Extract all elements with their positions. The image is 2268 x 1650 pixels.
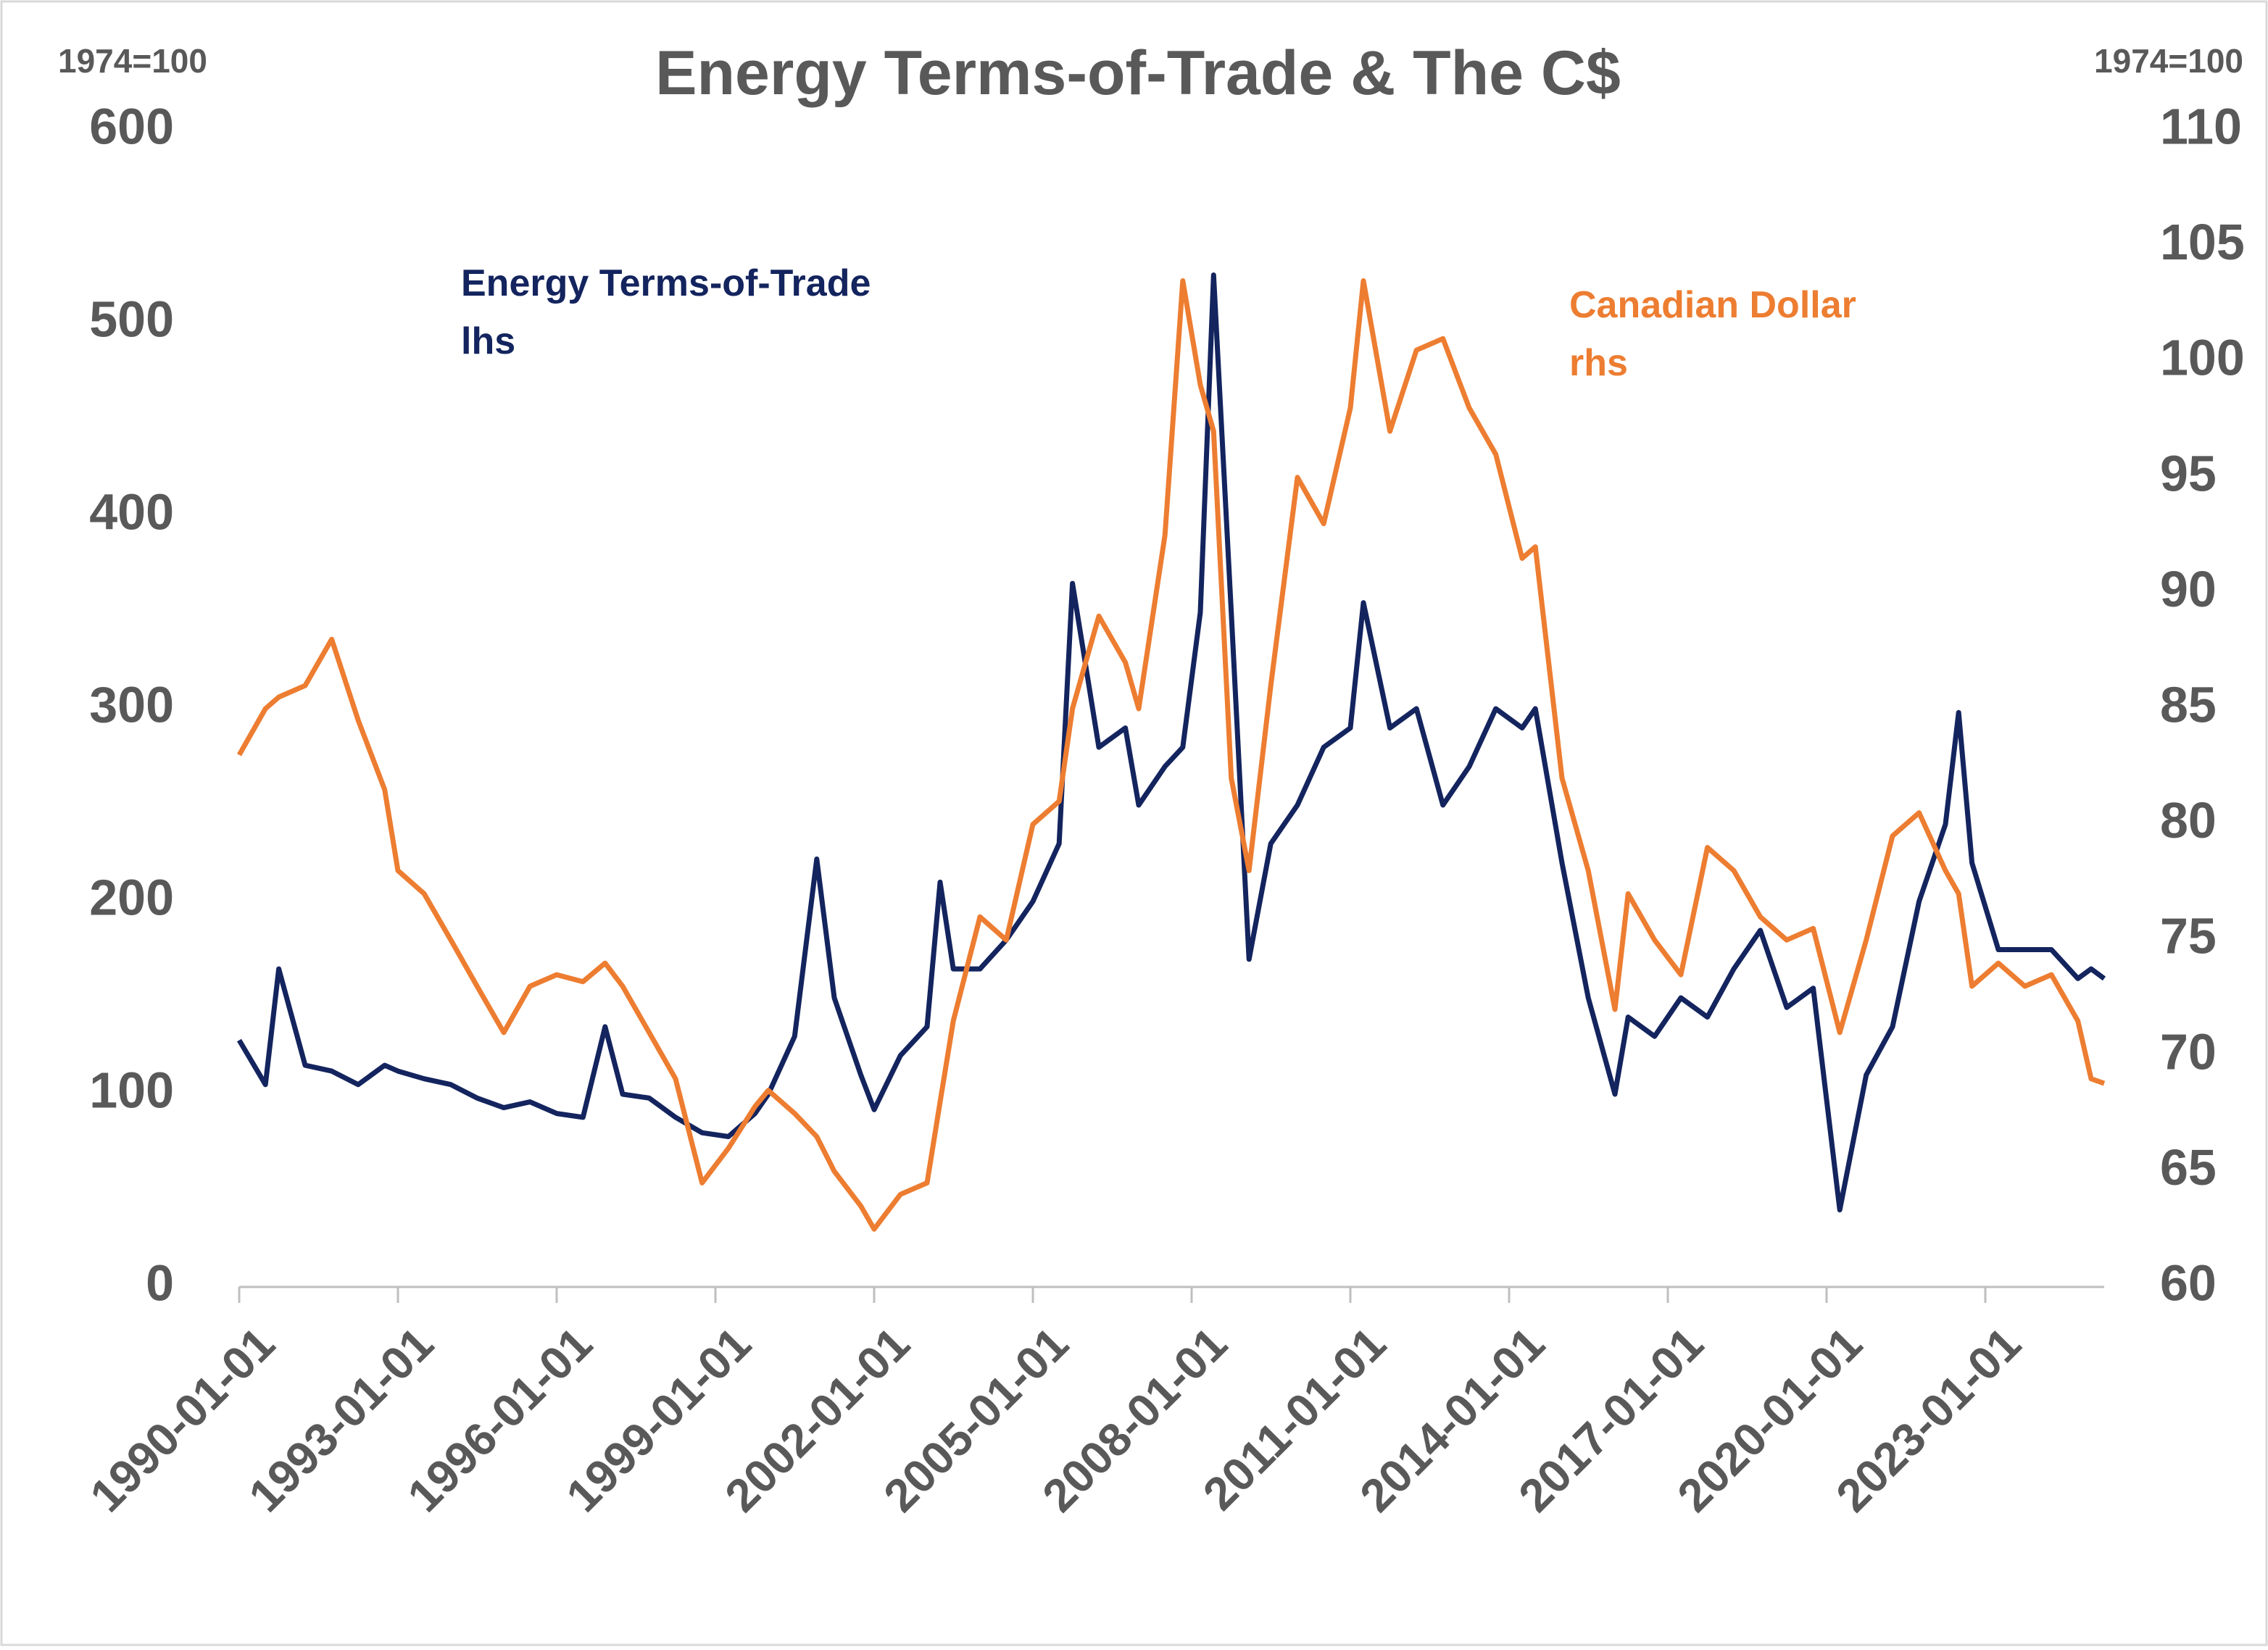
y-tick-label: 500 <box>89 291 174 347</box>
y2-axis-label: 1974=100 <box>2094 42 2243 80</box>
y2-tick-label: 65 <box>2160 1139 2217 1196</box>
series-line <box>236 272 2106 1213</box>
series-label: Energy Terms-of-Trade <box>461 262 871 304</box>
y-tick-label: 100 <box>89 1062 174 1118</box>
y-tick-label: 0 <box>146 1254 174 1311</box>
y2-tick-label: 85 <box>2160 676 2217 733</box>
series-axis-note: lhs <box>461 320 515 362</box>
y-tick-label: 300 <box>89 676 174 733</box>
y-tick-label: 400 <box>89 483 174 540</box>
y-tick-label: 200 <box>89 869 174 925</box>
y2-tick-label: 110 <box>2160 98 2242 154</box>
y-tick-label: 600 <box>89 98 174 154</box>
y2-tick-label: 90 <box>2160 561 2217 617</box>
series-label: Canadian Dollar <box>1569 284 1856 326</box>
y2-tick-label: 80 <box>2160 792 2217 849</box>
series-axis-note: rhs <box>1569 342 1628 384</box>
y2-tick-label: 75 <box>2160 908 2217 964</box>
y2-tick-label: 100 <box>2160 330 2245 386</box>
y2-tick-label: 105 <box>2160 214 2245 270</box>
y2-tick-label: 60 <box>2160 1254 2217 1311</box>
y2-tick-label: 70 <box>2160 1023 2217 1080</box>
chart-title: Energy Terms-of-Trade & The C$ <box>655 38 1621 108</box>
y-axis-label: 1974=100 <box>58 42 207 80</box>
series-line <box>236 278 2106 1232</box>
y2-tick-label: 95 <box>2160 445 2217 501</box>
